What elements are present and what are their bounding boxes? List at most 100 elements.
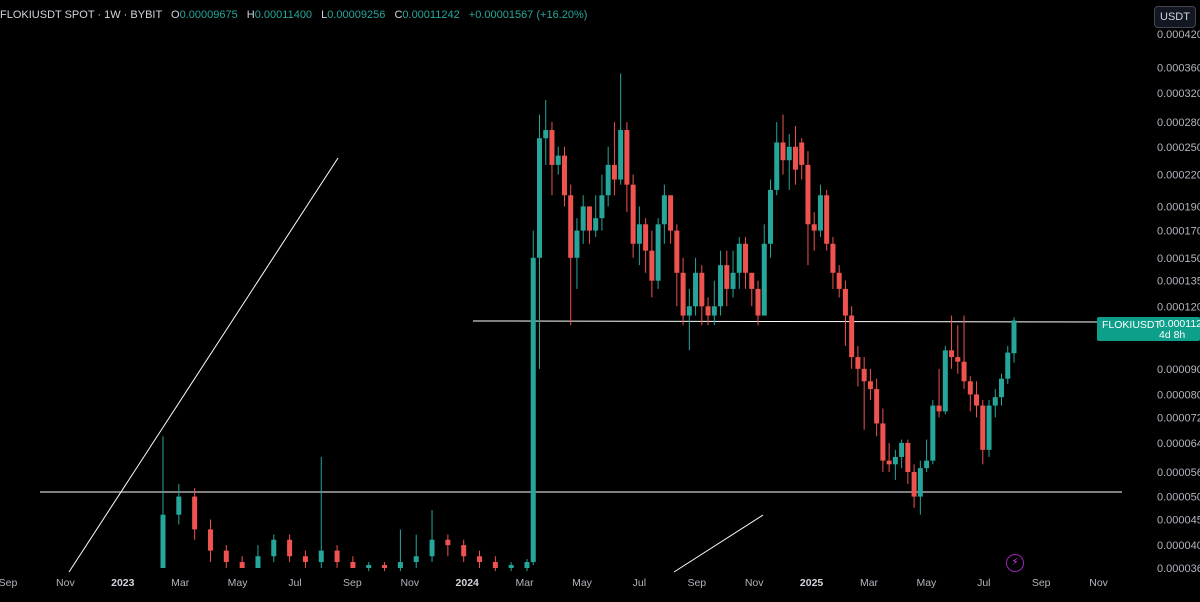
candle-body [786, 146, 792, 161]
x-tick-label: Jul [633, 577, 646, 589]
candle-body [886, 460, 892, 465]
candle-body [836, 272, 842, 289]
x-tick-label: May [572, 577, 593, 589]
x-tick-label: Mar [516, 577, 535, 589]
price-tag-price: 0.00011242 [1159, 318, 1200, 330]
candle-body [366, 565, 372, 568]
candle-body [811, 224, 817, 231]
x-tick-label: Mar [860, 577, 879, 589]
candle-body [855, 357, 861, 369]
candle-body [668, 195, 674, 231]
candle-body [661, 195, 667, 225]
change-value: +0.00001567 (+16.20%) [468, 9, 588, 21]
candle-body [461, 545, 467, 557]
x-tick-label: Sep [0, 577, 17, 589]
y-tick-label: 0.000056 [1157, 467, 1200, 479]
candle-body [508, 565, 514, 568]
symbol-legend: FLOKIUSDT SPOT · 1W · BYBIT O0.00009675 … [0, 9, 587, 21]
candle-body [223, 550, 229, 563]
high-value: 0.00011400 [254, 9, 313, 21]
lightning-icon[interactable]: ⚡ [1006, 554, 1024, 572]
candle-body [930, 405, 936, 461]
candle-body [574, 230, 580, 258]
candle-body [980, 405, 986, 450]
candle-body [568, 195, 574, 258]
y-tick-label: 0.000036 [1157, 563, 1200, 575]
last-price-tag: FLOKIUSDT 0.00011242 4d 8h [1097, 317, 1200, 341]
y-axis: 0.000420 0.000360 0.000320 0.000280 0.000250… [1157, 29, 1200, 575]
candle-body [986, 405, 992, 450]
price-tag-symbol: FLOKIUSDT [1102, 319, 1161, 331]
candle-body [693, 272, 699, 307]
x-tick-label: Nov [400, 577, 419, 589]
candle-body [699, 272, 705, 307]
candle-body [761, 243, 767, 316]
candle-body [942, 350, 948, 412]
x-tick-year-label: 2023 [111, 577, 135, 589]
candle-body [207, 529, 213, 551]
candle-body [636, 224, 642, 244]
trend-line-2[interactable] [673, 514, 764, 573]
y-tick-label: 0.000090 [1157, 364, 1200, 376]
candle-body [711, 306, 717, 316]
x-tick-label: Sep [1032, 577, 1051, 589]
candle-body [999, 378, 1005, 398]
x-tick-label: Nov [1089, 577, 1108, 589]
candle-body [239, 562, 245, 568]
candle-body [849, 315, 855, 358]
candle-body [543, 130, 549, 139]
candle-body [318, 550, 324, 563]
currency-button[interactable]: USDT [1154, 6, 1196, 28]
x-tick-label: May [228, 577, 249, 589]
candle-body [674, 230, 680, 273]
candle-body [530, 257, 536, 563]
candle-body [655, 224, 661, 281]
y-tick-label: 0.000150 [1157, 253, 1200, 265]
candle-body [643, 224, 649, 251]
x-tick-label: Mar [171, 577, 190, 589]
candle-body [686, 306, 692, 316]
candle-body [974, 394, 980, 406]
candle-body [302, 556, 308, 563]
x-tick-label: Sep [343, 577, 362, 589]
candle-body [774, 142, 780, 190]
candle-body [899, 442, 905, 457]
candle-body [874, 389, 880, 424]
candle-body [880, 423, 886, 461]
open-label: O [171, 9, 180, 21]
candle-body [561, 155, 567, 196]
candle-body [536, 138, 542, 258]
y-tick-label: 0.000080 [1157, 389, 1200, 401]
candle-body [892, 456, 898, 465]
candle-body [176, 496, 182, 515]
candle-body [555, 155, 561, 165]
candle-body [630, 184, 636, 244]
candle-body [824, 195, 830, 244]
x-axis: Sep Nov 2023 Mar May Jul Sep Nov 2024 Mar May Jul Se… [0, 577, 1109, 589]
trend-line-1[interactable] [68, 157, 339, 573]
x-tick-label: Jul [288, 577, 301, 589]
x-tick-label: Jul [977, 577, 990, 589]
x-tick-label: May [916, 577, 937, 589]
candle-body [429, 539, 435, 557]
candle-body [413, 556, 419, 563]
y-tick-label: 0.000045 [1157, 514, 1200, 526]
y-tick-label: 0.000320 [1157, 88, 1200, 100]
candle-body [961, 361, 967, 382]
candle-body [730, 272, 736, 289]
price-tag-countdown: 4d 8h [1159, 329, 1186, 341]
y-tick-label: 0.000220 [1157, 170, 1200, 182]
y-tick-label: 0.000135 [1157, 276, 1200, 288]
symbol-title[interactable]: FLOKIUSDT SPOT · 1W · BYBIT [0, 9, 162, 21]
candle-body [705, 306, 711, 316]
candle-body [749, 272, 755, 289]
candle-body [549, 130, 555, 165]
candle-body [1005, 352, 1011, 379]
candle-body [743, 243, 749, 273]
candle-body [334, 550, 340, 563]
candle-body [992, 397, 998, 406]
candle-body [160, 514, 166, 568]
y-tick-label: 0.000250 [1157, 142, 1200, 154]
candle-body [397, 562, 403, 568]
